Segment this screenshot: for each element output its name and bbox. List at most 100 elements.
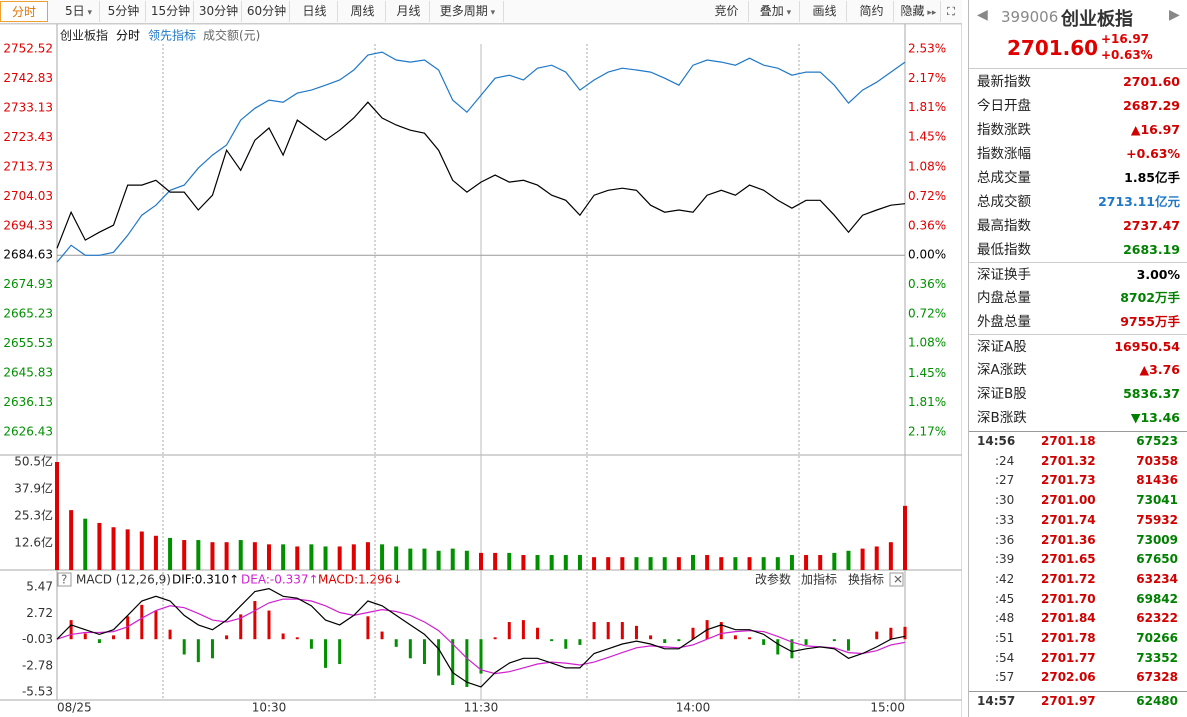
action[interactable]: 换指标: [848, 572, 884, 587]
y-tick-label: 2733.13: [3, 100, 53, 114]
volume-bar: [365, 542, 370, 570]
stat-label: 总成交量: [977, 170, 1031, 186]
y-tick-label: 2674.93: [3, 277, 53, 291]
volume-bar: [464, 550, 469, 570]
y-tick-label: 2704.03: [3, 189, 53, 203]
trade-time: :30: [995, 493, 1015, 508]
tab[interactable]: 5日: [58, 1, 100, 22]
stat-value: ▲16.97: [1130, 122, 1180, 137]
volume-bar: [705, 555, 710, 570]
action[interactable]: 改参数: [755, 572, 791, 587]
y-tick-label: 2684.63: [3, 248, 53, 262]
tab[interactable]: 15分钟: [148, 1, 194, 22]
trade-volume: 73009: [1136, 532, 1178, 547]
stat-value: 2713.11亿元: [1098, 194, 1180, 209]
volume-bar: [422, 548, 427, 570]
stat-label: 最新指数: [977, 74, 1031, 90]
y-tick-label: -2.78: [22, 658, 53, 672]
stat-row: 今日开盘 2687.29: [969, 94, 1187, 118]
trade-price: 2701.36: [1041, 532, 1096, 547]
legend-lead: 领先指标: [148, 28, 196, 43]
stat-value: 2683.19: [1123, 242, 1180, 257]
tool-button[interactable]: 简约: [850, 1, 894, 22]
fullscreen-icon[interactable]: ⛶: [947, 5, 955, 18]
tab[interactable]: 5分钟: [102, 1, 146, 22]
stat-row: 指数涨跌 ▲16.97: [969, 118, 1187, 142]
tab[interactable]: 更多周期: [432, 1, 504, 22]
y-tick-label: 2665.23: [3, 307, 53, 321]
macd-bar: [889, 627, 893, 640]
macd-bar: [592, 622, 596, 640]
help-icon[interactable]: [57, 572, 72, 587]
macd-bar: [225, 635, 229, 640]
macd-bar: [97, 639, 101, 644]
quote-change-pct: +0.63%: [1101, 48, 1153, 62]
legend-volume: 成交额(元): [203, 28, 260, 43]
trade-volume: 75932: [1136, 512, 1178, 527]
trade-price: 2701.18: [1041, 434, 1096, 448]
volume-bar: [182, 540, 187, 570]
macd-bar: [649, 635, 653, 640]
trade-time: :48: [995, 611, 1015, 626]
tab[interactable]: 日线: [292, 1, 338, 22]
y2-tick-label: 1.81%: [908, 395, 946, 409]
y-tick-label: 50.5亿: [14, 454, 53, 469]
stat-label: 深证B股: [977, 386, 1027, 402]
y-tick-label: 2742.83: [3, 71, 53, 85]
close-icon[interactable]: ✕: [893, 573, 903, 587]
volume-bar: [196, 540, 201, 570]
volume-bar: [592, 557, 597, 570]
volume-bar: [55, 462, 59, 570]
volume-bar: [846, 550, 851, 570]
macd-bar: [437, 639, 441, 676]
trade-row: :30 2701.00 73041: [969, 491, 1187, 510]
tab[interactable]: 分时: [0, 1, 48, 22]
trade-price: 2701.32: [1041, 453, 1096, 468]
y2-tick-label: 0.72%: [908, 306, 946, 320]
tool-button[interactable]: 隐藏: [897, 1, 941, 22]
volume-bar: [521, 555, 526, 570]
nav-prev[interactable]: ◀: [977, 7, 988, 23]
macd-bar: [408, 639, 412, 659]
volume-bar: [153, 535, 158, 570]
volume-bar: [691, 555, 695, 570]
trade-time: :57: [995, 670, 1015, 685]
volume-bar: [139, 531, 144, 570]
trade-price: 2701.65: [1041, 552, 1096, 567]
volume-bar: [252, 542, 257, 570]
volume-bar: [733, 557, 738, 570]
tab[interactable]: 60分钟: [244, 1, 290, 22]
macd-dea: DEA:-0.337↑: [241, 573, 319, 587]
action[interactable]: 加指标: [801, 572, 837, 587]
volume-bar: [436, 550, 441, 570]
nav-next[interactable]: ▶: [1169, 7, 1180, 23]
tab[interactable]: 30分钟: [196, 1, 242, 22]
tab[interactable]: 月线: [388, 1, 430, 22]
macd-bar: [465, 639, 469, 687]
volume-bar: [577, 555, 582, 570]
macd-bar: [168, 629, 172, 640]
macd-bar: [83, 633, 87, 640]
y2-tick-label: 0.36%: [908, 277, 946, 291]
tool-button[interactable]: 画线: [803, 1, 847, 22]
quote-change: +16.97: [1101, 32, 1150, 46]
volume-bar: [903, 505, 907, 570]
tab[interactable]: 周线: [340, 1, 386, 22]
y-tick-label: 2636.13: [3, 395, 53, 409]
trade-row: 14:57 2701.97 62480: [969, 691, 1187, 711]
volume-bar: [125, 529, 130, 570]
stat-label: 深B涨跌: [977, 410, 1027, 426]
help-icon[interactable]: ?: [61, 573, 67, 587]
tool-button[interactable]: 叠加: [752, 1, 800, 22]
trade-time: 14:56: [977, 434, 1016, 448]
chart-area: 创业板指 分时 领先指标 成交额(元) ? MACD (12,26,9) DIF…: [0, 23, 962, 717]
price-line: [56, 51, 906, 263]
macd-bar: [422, 639, 426, 665]
macd-line: [56, 587, 906, 688]
volume-bar: [309, 544, 314, 570]
tool-button[interactable]: 竞价: [705, 1, 749, 22]
stat-label: 外盘总量: [977, 314, 1031, 330]
close-icon[interactable]: [889, 572, 904, 587]
stat-row: 最高指数 2737.47: [969, 214, 1187, 238]
